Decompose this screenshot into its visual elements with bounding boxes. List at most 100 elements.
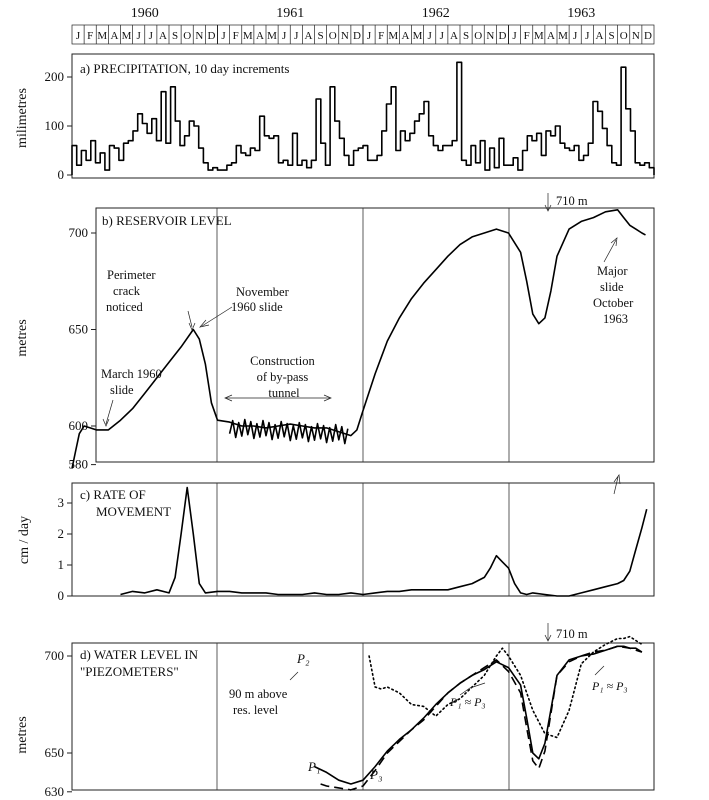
month-label: N bbox=[341, 30, 349, 42]
month-label: F bbox=[524, 30, 530, 42]
march-arrow bbox=[105, 399, 114, 425]
rate-tick-label: 2 bbox=[58, 526, 65, 541]
p2-label: P₂ bbox=[296, 651, 310, 666]
month-label: A bbox=[595, 30, 603, 42]
level-710-label-d: 710 m bbox=[556, 627, 588, 641]
reservoir-title: b) RESERVOIR LEVEL bbox=[102, 213, 232, 228]
piezo-yticks: 630 650 700 bbox=[45, 648, 72, 799]
reservoir-tick-label: 580 bbox=[69, 457, 89, 472]
rate-line bbox=[120, 486, 648, 597]
precip-title: a) PRECIPITATION, 10 day increments bbox=[80, 61, 289, 76]
month-label: J bbox=[428, 30, 433, 42]
year-label: 1963 bbox=[567, 6, 595, 21]
precip-bars bbox=[71, 61, 655, 175]
p1-line bbox=[314, 645, 643, 785]
p1p3-label-right: P₁ ≈ P₃ bbox=[591, 679, 628, 693]
month-label: M bbox=[97, 30, 107, 42]
month-label: J bbox=[294, 30, 299, 42]
rate-tick-label: 0 bbox=[58, 588, 65, 603]
month-label: O bbox=[620, 30, 628, 42]
month-label: D bbox=[207, 30, 215, 42]
month-label: A bbox=[304, 30, 312, 42]
rate-tick-label: 1 bbox=[58, 557, 65, 572]
precip-tick-label: 0 bbox=[58, 167, 65, 182]
month-label: M bbox=[267, 30, 277, 42]
month-label: M bbox=[558, 30, 568, 42]
month-label: J bbox=[76, 30, 81, 42]
month-label: D bbox=[644, 30, 652, 42]
rate-up-arrow bbox=[613, 476, 619, 495]
reservoir-yticks: 580 600 650 700 bbox=[69, 225, 96, 472]
panel-rate: c) RATE OF MOVEMENT cm / day 0 1 2 3 bbox=[17, 474, 655, 603]
month-label: A bbox=[450, 30, 458, 42]
reservoir-tick-label: 700 bbox=[69, 225, 89, 240]
reservoir-fluctuation bbox=[228, 418, 349, 445]
month-label: N bbox=[195, 30, 203, 42]
p2-leader bbox=[289, 671, 299, 681]
month-label: O bbox=[183, 30, 191, 42]
p2-note: 90 m above res. level bbox=[229, 687, 290, 717]
month-label: J bbox=[585, 30, 590, 42]
perimeter-crack-label: Perimeter crack noticed bbox=[106, 268, 159, 314]
precip-tick-label: 200 bbox=[45, 69, 65, 84]
month-label: S bbox=[172, 30, 178, 42]
month-label: S bbox=[609, 30, 615, 42]
rate-ylabel: cm / day bbox=[17, 516, 32, 564]
perimeter-arrow bbox=[187, 310, 193, 328]
rate-yticks: 0 1 2 3 bbox=[58, 495, 72, 603]
month-label: M bbox=[413, 30, 423, 42]
month-label: N bbox=[486, 30, 494, 42]
november-arrow bbox=[201, 306, 233, 327]
month-label: J bbox=[440, 30, 445, 42]
year-label: 1960 bbox=[131, 6, 159, 21]
rate-title: c) RATE OF MOVEMENT bbox=[80, 487, 171, 519]
level-710-label-b: 710 m bbox=[556, 194, 588, 208]
reservoir-tick-label: 650 bbox=[69, 322, 89, 337]
month-label: J bbox=[573, 30, 578, 42]
p3-label: P₃ bbox=[369, 767, 382, 782]
month-label: A bbox=[159, 30, 167, 42]
construction-arrowheads bbox=[224, 394, 332, 402]
month-label: D bbox=[498, 30, 506, 42]
rate-up-arrowhead bbox=[613, 474, 621, 485]
month-label: J bbox=[282, 30, 287, 42]
month-label: S bbox=[318, 30, 324, 42]
month-label: M bbox=[388, 30, 398, 42]
month-label: F bbox=[87, 30, 93, 42]
month-label: M bbox=[534, 30, 544, 42]
reservoir-ylabel: metres bbox=[15, 319, 30, 356]
piezo-title: d) WATER LEVEL IN "PIEZOMETERS" bbox=[80, 647, 201, 679]
march-arrowhead bbox=[102, 418, 110, 427]
reservoir-line bbox=[71, 209, 646, 469]
p1p3-label-left: P₁ ≈ P₃ bbox=[449, 695, 486, 709]
precip-frame bbox=[71, 53, 655, 179]
p2-line bbox=[368, 635, 643, 739]
construction-label: Construction of by-pass tunnel bbox=[250, 354, 318, 400]
piezo-tick-label: 630 bbox=[45, 784, 65, 799]
panel-precipitation: a) PRECIPITATION, 10 day increments mili… bbox=[15, 53, 655, 182]
month-label: J bbox=[512, 30, 517, 42]
month-label: J bbox=[137, 30, 142, 42]
month-label: J bbox=[221, 30, 226, 42]
month-label: N bbox=[632, 30, 640, 42]
major-slide-label: Major slide October 1963 bbox=[593, 264, 636, 326]
month-label: J bbox=[149, 30, 154, 42]
november-arrowhead bbox=[199, 319, 210, 328]
year-label: 1962 bbox=[422, 6, 450, 21]
p3-line bbox=[320, 645, 643, 791]
level-710-arrowhead-d bbox=[544, 634, 552, 642]
month-label: A bbox=[256, 30, 264, 42]
month-label: A bbox=[110, 30, 118, 42]
reservoir-frame bbox=[95, 207, 655, 463]
month-label: M bbox=[122, 30, 132, 42]
piezo-tick-label: 650 bbox=[45, 745, 65, 760]
p1p3-leader-right bbox=[594, 665, 605, 676]
major-slide-arrowhead bbox=[610, 237, 618, 247]
month-label: D bbox=[353, 30, 361, 42]
march-slide-label: March 1960 slide bbox=[101, 367, 165, 397]
precip-yticks: 0 100 200 bbox=[45, 69, 72, 182]
precip-ylabel: milimetres bbox=[15, 88, 30, 148]
month-label: O bbox=[474, 30, 482, 42]
